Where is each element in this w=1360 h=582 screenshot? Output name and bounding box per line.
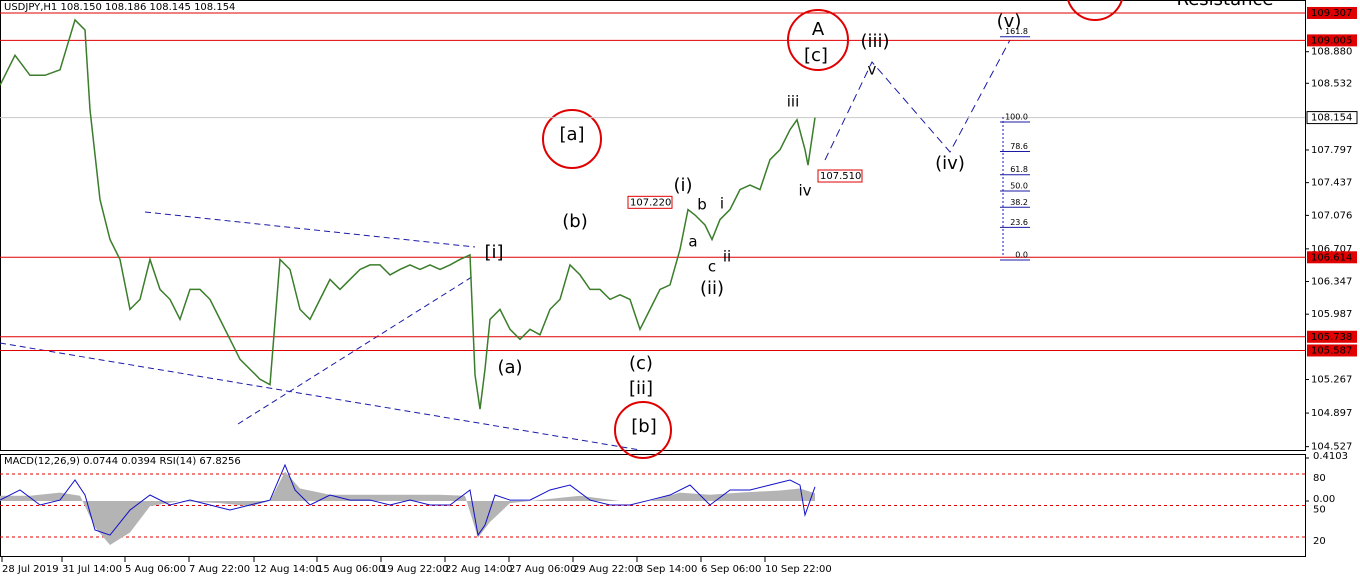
wave-label: (c) (629, 353, 653, 374)
y2-tick-label: 0.00 (1313, 494, 1335, 505)
fib-label: 100.0 (1005, 113, 1028, 122)
x-tick-label: 5 Aug 06:00 (125, 564, 186, 575)
y-tick-label: 104.527 (1311, 442, 1352, 453)
price-label-bg (1307, 34, 1357, 47)
price-label-bg (1307, 330, 1357, 343)
price-label: 105.738 (1311, 332, 1352, 343)
wave-label: (b) (562, 211, 587, 232)
y-tick-label: 106.347 (1311, 277, 1352, 288)
wave-label: [a] (559, 124, 584, 145)
wave-circle (542, 109, 602, 169)
macd-histogram (0, 471, 815, 546)
wave-label: v (868, 61, 877, 79)
y-tick-label: 107.797 (1311, 145, 1352, 156)
x-tick-label: 10 Sep 22:00 (765, 564, 832, 575)
fib-label: 0.0 (1015, 251, 1028, 260)
x-tick-label: 31 Jul 14:00 (62, 564, 122, 575)
wave-label: (i) (673, 175, 692, 196)
fib-label: 78.6 (1010, 142, 1028, 151)
wave-label: b (697, 196, 707, 214)
x-tick-label: 15 Aug 06:00 (317, 564, 384, 575)
wave-label: a (688, 233, 697, 251)
current-price-label: 108.154 (1311, 113, 1352, 124)
wave-label: [c] (804, 45, 828, 66)
price-mark-box (627, 195, 673, 209)
x-tick-label: 3 Sep 14:00 (637, 564, 697, 575)
y-tick-label: 20 (1313, 536, 1326, 547)
wave-label: [b] (631, 416, 656, 437)
wave-label: (a) (497, 357, 522, 378)
wave-circle (614, 401, 672, 459)
price-label-bg (1307, 6, 1357, 19)
fib-label: 38.2 (1010, 198, 1028, 207)
x-tick-label: 7 Aug 22:00 (189, 564, 250, 575)
x-tick-label: 28 Jul 2019 (2, 564, 59, 575)
indicator-title: MACD(12,26,9) 0.0744 0.0394 RSI(14) 67.8… (4, 456, 241, 467)
price-mark-box (817, 169, 863, 183)
price-mark-label: 107.220 (630, 197, 671, 208)
fib-label: 50.0 (1010, 182, 1028, 191)
wave-label: A (812, 19, 825, 40)
projection-line (824, 39, 1011, 161)
price-label-bg (1307, 251, 1357, 264)
y-tick-label: 105.987 (1311, 309, 1352, 320)
x-tick-label: 22 Aug 14:00 (445, 564, 512, 575)
price-label-bg (1307, 344, 1357, 357)
wave-label: ii (723, 248, 731, 266)
trend-line (0, 342, 641, 451)
wave-circle (1067, 0, 1123, 21)
wave-label: [ii] (629, 378, 653, 399)
price-line-series (0, 18, 816, 410)
wave-label: iv (798, 182, 811, 200)
y-tick-label: 105.267 (1311, 375, 1352, 386)
x-tick-label: 27 Aug 06:00 (509, 564, 576, 575)
wave-label: c (708, 258, 716, 276)
price-label: 109.307 (1311, 8, 1352, 19)
x-tick-label: 29 Aug 22:00 (573, 564, 640, 575)
main-frame (0, 0, 1306, 451)
y2-tick-label: 0.4103 (1313, 451, 1348, 462)
y-tick-label: 108.532 (1311, 78, 1352, 89)
current-price-bg (1306, 111, 1358, 125)
y-tick-label: 50 (1313, 505, 1326, 516)
wave-label: (ii) (700, 278, 724, 299)
wave-label: (v) (997, 11, 1022, 32)
fib-label: 61.8 (1010, 165, 1028, 174)
price-label: 105.587 (1311, 345, 1352, 356)
x-tick-label: 12 Aug 14:00 (254, 564, 321, 575)
price-label: 109.005 (1311, 35, 1352, 46)
chart-title: USDJPY,H1 108.150 108.186 108.145 108.15… (4, 2, 235, 13)
fib-label: 23.6 (1010, 218, 1028, 227)
price-mark-label: 107.510 (820, 171, 861, 182)
y-tick-label: 80 (1313, 473, 1326, 484)
x-tick-label: 19 Aug 22:00 (381, 564, 448, 575)
wave-label: (iv) (935, 153, 965, 174)
trend-line (144, 211, 476, 248)
wave-label: i (720, 195, 724, 213)
y-tick-label: 104.897 (1311, 408, 1352, 419)
indicator-frame (0, 454, 1306, 557)
wave-label: Resistance (1177, 0, 1274, 10)
x-tick-label: 6 Sep 06:00 (701, 564, 761, 575)
price-label: 106.614 (1311, 252, 1352, 263)
y-tick-label: 107.076 (1311, 210, 1352, 221)
y-tick-label: 107.437 (1311, 178, 1352, 189)
wave-label: [i] (484, 242, 503, 263)
trend-line (237, 274, 476, 425)
rsi-line (0, 463, 816, 537)
fib-label: 161.8 (1005, 27, 1028, 36)
y-tick-label: 108.880 (1311, 47, 1352, 58)
wave-label: (iii) (860, 31, 889, 52)
y-tick-label: 106.707 (1311, 244, 1352, 255)
wave-label: iii (787, 93, 800, 111)
